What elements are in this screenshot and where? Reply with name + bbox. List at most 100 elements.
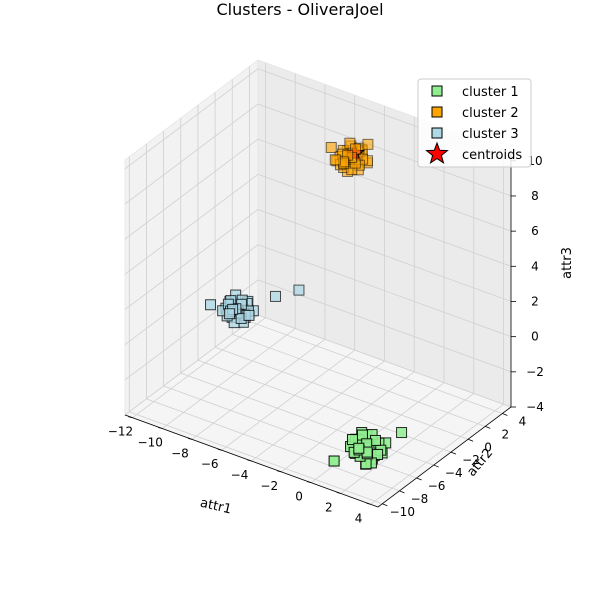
grid-line bbox=[124, 138, 259, 240]
x-tick-label: 4 bbox=[355, 511, 363, 525]
chart-title: Clusters - OliveraJoel bbox=[216, 0, 383, 19]
y-tick-label: 4 bbox=[519, 414, 527, 428]
z-tick-label: −4 bbox=[526, 400, 544, 414]
y-axis-line bbox=[377, 406, 512, 508]
y-tick-mark bbox=[467, 438, 474, 442]
legend-label: cluster 3 bbox=[462, 127, 519, 142]
grid-line bbox=[191, 339, 326, 440]
y-tick-mark bbox=[399, 490, 405, 494]
point-cluster-2 bbox=[344, 137, 356, 149]
grid-line bbox=[161, 328, 296, 429]
z-axis-label: attr3 bbox=[560, 247, 575, 279]
x-tick-label: −12 bbox=[108, 425, 133, 439]
point-cluster-3 bbox=[243, 309, 255, 321]
y-tick-label: −6 bbox=[428, 479, 446, 493]
x-tick-label: 0 bbox=[295, 490, 303, 504]
grid-line bbox=[257, 138, 512, 232]
legend: cluster 1 cluster 2 cluster 3 centroids bbox=[417, 78, 532, 168]
point-cluster-3 bbox=[223, 308, 235, 320]
grid-line bbox=[257, 209, 512, 302]
grid-line bbox=[124, 244, 259, 345]
data-points bbox=[205, 137, 408, 470]
y-tick-mark bbox=[485, 425, 491, 429]
y-tick-label: 0 bbox=[484, 440, 492, 454]
y-tick-label: −10 bbox=[390, 505, 415, 519]
grid-line bbox=[124, 173, 259, 275]
grid-line bbox=[257, 314, 512, 408]
x-tick-label: 2 bbox=[325, 500, 333, 514]
legend-square-icon bbox=[431, 85, 443, 97]
point-cluster-2 bbox=[329, 154, 341, 166]
x-tick-mark bbox=[366, 502, 371, 505]
point-cluster-1 bbox=[346, 434, 358, 446]
point-cluster-2 bbox=[325, 141, 337, 153]
y-tick-label: −8 bbox=[411, 492, 429, 506]
z-tick-label: −2 bbox=[526, 365, 544, 379]
legend-square-icon bbox=[431, 106, 443, 118]
x-axis-label: attr1 bbox=[199, 496, 233, 518]
grid-line bbox=[232, 333, 486, 427]
x-tick-mark bbox=[217, 448, 222, 451]
grid-line bbox=[214, 346, 469, 440]
x-tick-label: −10 bbox=[138, 436, 163, 450]
grid-line bbox=[340, 393, 475, 494]
legend-star-icon bbox=[425, 141, 449, 165]
legend-box bbox=[417, 78, 532, 168]
y-tick-mark bbox=[416, 477, 422, 481]
y-tick-mark bbox=[382, 503, 388, 507]
point-cluster-1 bbox=[396, 427, 408, 439]
y-tick-mark bbox=[433, 464, 439, 468]
x-tick-mark bbox=[128, 416, 133, 419]
x-tick-label: −4 bbox=[231, 468, 249, 482]
x-tick-label: −8 bbox=[171, 446, 189, 460]
z-tick-label: 6 bbox=[531, 224, 539, 238]
grid-line bbox=[180, 372, 434, 466]
legend-label: centroids bbox=[462, 148, 522, 163]
legend-label: cluster 2 bbox=[462, 106, 519, 121]
y-tick-label: 2 bbox=[501, 427, 509, 441]
x-tick-mark bbox=[306, 481, 312, 484]
grid-line bbox=[124, 103, 259, 205]
grid-line bbox=[257, 103, 512, 197]
point-cluster-3 bbox=[293, 284, 305, 296]
point-cluster-1 bbox=[353, 442, 365, 454]
y-tick-label: −2 bbox=[462, 453, 480, 467]
grid-line bbox=[146, 398, 400, 492]
grid-line bbox=[197, 359, 452, 453]
x-tick-mark bbox=[187, 437, 193, 440]
y-tick-mark bbox=[502, 413, 508, 416]
z-tick-label: 0 bbox=[531, 330, 539, 344]
point-cluster-1 bbox=[328, 455, 340, 467]
grid-line bbox=[124, 68, 259, 170]
x-tick-label: −2 bbox=[260, 479, 278, 493]
grid-line bbox=[249, 321, 503, 414]
point-cluster-3 bbox=[269, 290, 281, 302]
point-cluster-2 bbox=[362, 138, 374, 150]
legend-label: cluster 1 bbox=[462, 85, 519, 100]
x-tick-mark bbox=[277, 470, 282, 473]
x-tick-mark bbox=[158, 427, 163, 429]
grid-line bbox=[129, 411, 383, 505]
grid-line bbox=[257, 244, 512, 338]
grid-line bbox=[257, 173, 512, 267]
y-tick-mark bbox=[450, 451, 457, 455]
grid-line bbox=[251, 360, 385, 462]
x-tick-label: −6 bbox=[201, 457, 219, 471]
z-tick-label: 8 bbox=[531, 189, 539, 203]
grid-line bbox=[124, 314, 259, 416]
legend-square-icon bbox=[431, 127, 443, 139]
grid-line bbox=[281, 371, 415, 473]
grid-line bbox=[124, 209, 259, 310]
y-tick-label: −4 bbox=[445, 466, 463, 480]
point-cluster-3 bbox=[205, 299, 217, 311]
grid-line bbox=[370, 403, 504, 505]
x-tick-mark bbox=[247, 459, 252, 462]
grid-lines bbox=[124, 62, 512, 505]
grid-line bbox=[132, 317, 266, 419]
z-tick-label: 2 bbox=[531, 294, 539, 308]
z-tick-label: 4 bbox=[531, 259, 539, 273]
grid-line bbox=[221, 349, 355, 451]
x-tick-mark bbox=[336, 492, 341, 494]
